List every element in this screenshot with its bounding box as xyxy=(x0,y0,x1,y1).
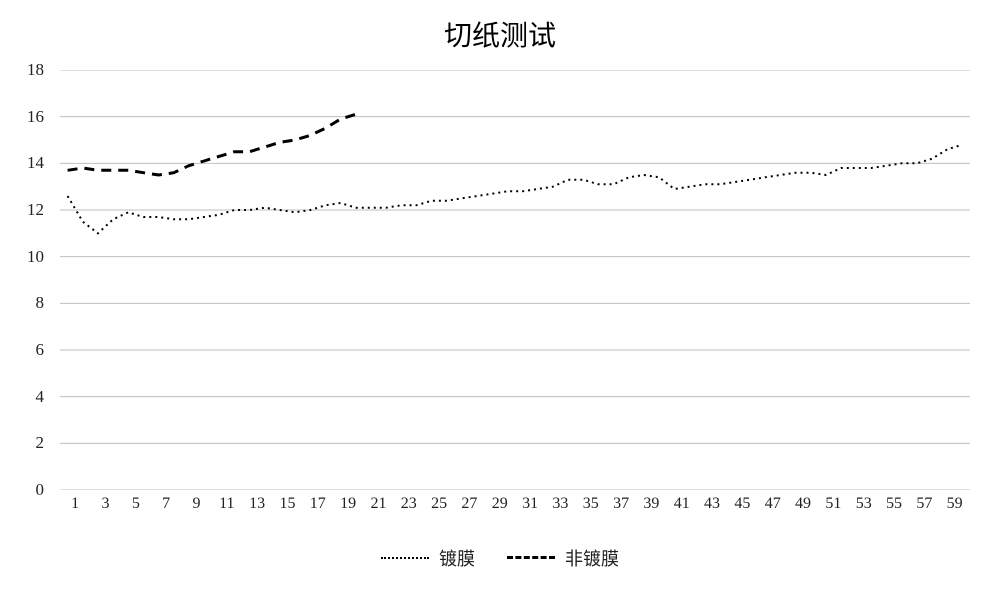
x-tick-label: 1 xyxy=(60,495,90,513)
x-tick-label: 3 xyxy=(90,495,120,513)
x-tick-label: 9 xyxy=(181,495,211,513)
x-tick-label: 19 xyxy=(333,495,363,513)
legend-item: 非镀膜 xyxy=(507,545,619,571)
x-tick-label: 13 xyxy=(242,495,272,513)
plot-area xyxy=(60,70,970,490)
legend-swatch xyxy=(381,557,429,559)
y-axis: 024681012141618 xyxy=(0,70,52,490)
chart-svg xyxy=(60,70,970,490)
legend-swatch xyxy=(507,556,555,559)
x-tick-label: 23 xyxy=(394,495,424,513)
y-tick-label: 8 xyxy=(36,293,45,313)
x-tick-label: 49 xyxy=(788,495,818,513)
x-tick-label: 17 xyxy=(303,495,333,513)
chart-container: 切纸测试 024681012141618 1357911131517192123… xyxy=(0,0,1000,589)
x-tick-label: 53 xyxy=(849,495,879,513)
x-tick-label: 15 xyxy=(272,495,302,513)
x-tick-label: 39 xyxy=(636,495,666,513)
x-tick-label: 43 xyxy=(697,495,727,513)
chart-title: 切纸测试 xyxy=(0,0,1000,54)
x-tick-label: 29 xyxy=(485,495,515,513)
x-tick-label: 45 xyxy=(727,495,757,513)
x-tick-label: 35 xyxy=(576,495,606,513)
x-tick-label: 37 xyxy=(606,495,636,513)
y-tick-label: 2 xyxy=(36,433,45,453)
y-tick-label: 0 xyxy=(36,480,45,500)
y-tick-label: 14 xyxy=(27,153,44,173)
x-tick-label: 5 xyxy=(121,495,151,513)
x-tick-label: 7 xyxy=(151,495,181,513)
x-tick-label: 47 xyxy=(758,495,788,513)
x-tick-label: 31 xyxy=(515,495,545,513)
legend-label: 镀膜 xyxy=(439,545,475,571)
x-tick-label: 41 xyxy=(667,495,697,513)
y-tick-label: 18 xyxy=(27,60,44,80)
x-tick-label: 21 xyxy=(363,495,393,513)
x-tick-label: 59 xyxy=(940,495,970,513)
x-tick-label: 55 xyxy=(879,495,909,513)
x-tick-label: 27 xyxy=(454,495,484,513)
x-axis: 1357911131517192123252729313335373941434… xyxy=(60,495,970,513)
legend-item: 镀膜 xyxy=(381,545,475,571)
x-tick-label: 11 xyxy=(212,495,242,513)
y-tick-label: 12 xyxy=(27,200,44,220)
y-tick-label: 16 xyxy=(27,107,44,127)
y-tick-label: 6 xyxy=(36,340,45,360)
legend-label: 非镀膜 xyxy=(565,545,619,571)
y-tick-label: 10 xyxy=(27,247,44,267)
x-tick-label: 51 xyxy=(818,495,848,513)
legend: 镀膜 非镀膜 xyxy=(0,543,1000,571)
x-tick-label: 25 xyxy=(424,495,454,513)
y-tick-label: 4 xyxy=(36,387,45,407)
x-tick-label: 33 xyxy=(545,495,575,513)
x-tick-label: 57 xyxy=(909,495,939,513)
